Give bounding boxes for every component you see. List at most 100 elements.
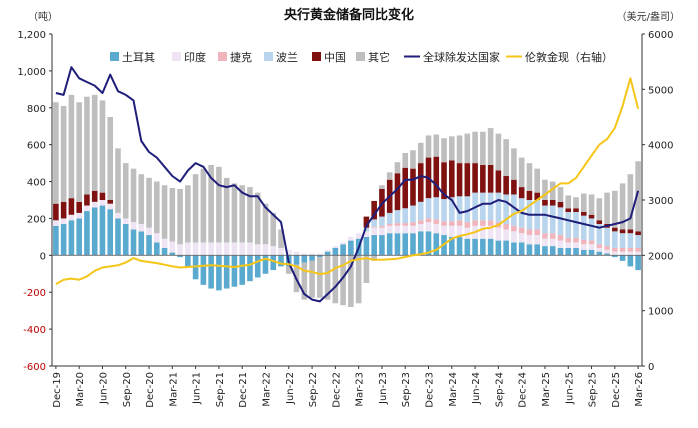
bar-印度 — [270, 246, 277, 256]
bar-土耳其 — [417, 231, 424, 256]
bar-印度 — [526, 235, 533, 245]
bar-中国 — [472, 163, 478, 193]
bar-其它 — [487, 128, 494, 165]
bar-捷克 — [456, 220, 463, 226]
bar-波兰 — [495, 192, 502, 223]
bar-印度 — [332, 246, 339, 248]
bar-中国 — [480, 164, 486, 193]
bar-土耳其 — [425, 231, 432, 256]
left-tick-label: 800 — [27, 104, 46, 115]
bar-中国 — [495, 170, 502, 193]
bar-捷克 — [394, 223, 401, 226]
bar-其它 — [107, 117, 114, 200]
bar-其它 — [99, 100, 106, 193]
x-tick-label: Dec-21 — [238, 372, 249, 408]
bar-其它 — [402, 152, 409, 168]
bar-波兰 — [511, 194, 517, 226]
bar-印度 — [604, 249, 610, 254]
x-tick-label: Jun-23 — [378, 372, 389, 405]
bar-土耳其 — [557, 247, 564, 256]
bar-捷克 — [542, 233, 548, 239]
bar-捷克 — [449, 221, 455, 226]
bar-土耳其 — [612, 255, 618, 258]
bar-其它 — [278, 229, 284, 248]
bar-印度 — [371, 227, 377, 236]
bar-土耳其 — [480, 238, 486, 256]
bar-其它 — [177, 188, 183, 245]
bar-其它 — [386, 172, 393, 180]
bar-印度 — [169, 241, 176, 253]
bar-中国 — [619, 229, 626, 234]
bar-土耳其 — [371, 235, 377, 256]
bar-波兰 — [604, 227, 610, 247]
bar-印度 — [239, 242, 245, 256]
bar-捷克 — [386, 223, 393, 226]
bar-捷克 — [417, 220, 424, 224]
bar-印度 — [231, 242, 238, 256]
bar-印度 — [76, 212, 82, 219]
bar-其它 — [332, 255, 339, 304]
bar-其它 — [394, 162, 401, 174]
bar-土耳其 — [379, 235, 385, 256]
bar-其它 — [371, 255, 377, 261]
bar-土耳其 — [410, 233, 416, 256]
bar-印度 — [487, 225, 494, 239]
bar-土耳其 — [573, 247, 579, 256]
bar-中国 — [557, 201, 564, 208]
bar-波兰 — [433, 197, 440, 220]
right-tick-label: 3000 — [648, 196, 673, 207]
bar-土耳其 — [511, 242, 517, 256]
legend-label: 中国 — [324, 51, 346, 64]
legend-swatch — [110, 52, 119, 61]
bar-其它 — [518, 157, 525, 188]
bar-印度 — [154, 233, 160, 243]
bar-其它 — [200, 168, 207, 243]
bar-印度 — [247, 242, 253, 256]
line-全球除发达国家 — [55, 66, 640, 303]
bar-其它 — [324, 255, 331, 300]
x-tick-label: Sep-21 — [215, 372, 226, 407]
bar-印度 — [185, 242, 191, 256]
bar-中国 — [542, 200, 548, 206]
bar-土耳其 — [161, 247, 168, 256]
bar-波兰 — [417, 201, 424, 221]
bar-中国 — [441, 162, 447, 200]
bar-中国 — [371, 200, 377, 220]
x-tick-label: Sep-23 — [401, 372, 412, 407]
bar-中国 — [588, 214, 595, 219]
bar-土耳其 — [309, 255, 315, 261]
bar-波兰 — [588, 218, 595, 241]
legend-label: 土耳其 — [122, 51, 155, 64]
bar-其它 — [604, 192, 610, 224]
bar-其它 — [185, 185, 191, 243]
bar-印度 — [619, 251, 626, 256]
left-tick-label: -200 — [23, 288, 46, 299]
bar-其它 — [53, 102, 59, 204]
bar-土耳其 — [619, 255, 626, 261]
bar-捷克 — [503, 223, 509, 230]
bar-波兰 — [503, 194, 509, 224]
x-tick-label: Dec-24 — [518, 372, 529, 408]
chart-title: 央行黄金储备同比变化 — [283, 8, 414, 23]
bar-波兰 — [456, 196, 463, 221]
bar-捷克 — [619, 247, 626, 252]
x-tick-label: Dec-19 — [52, 372, 63, 408]
bar-捷克 — [425, 218, 432, 223]
legend-swatch — [264, 52, 273, 61]
right-tick-label: 4000 — [648, 141, 673, 152]
bar-其它 — [146, 177, 152, 228]
bar-波兰 — [565, 211, 572, 238]
bar-印度 — [107, 203, 114, 210]
bar-捷克 — [612, 247, 618, 252]
bar-波兰 — [573, 211, 579, 238]
bar-中国 — [487, 164, 494, 193]
bar-波兰 — [363, 227, 370, 232]
bar-土耳其 — [130, 229, 137, 256]
left-tick-label: 0 — [40, 251, 46, 262]
bar-捷克 — [487, 220, 494, 226]
bar-印度 — [557, 240, 564, 248]
x-tick-label: Mar-20 — [75, 372, 86, 407]
bar-印度 — [192, 242, 199, 256]
bar-土耳其 — [317, 255, 323, 258]
